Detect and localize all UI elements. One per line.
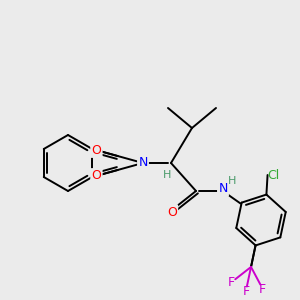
Text: N: N — [218, 182, 228, 196]
Text: O: O — [167, 206, 177, 218]
Text: N: N — [138, 157, 148, 169]
Text: Cl: Cl — [267, 169, 280, 182]
Text: F: F — [259, 283, 266, 296]
Text: O: O — [92, 144, 101, 157]
Text: H: H — [228, 176, 236, 186]
Text: H: H — [163, 170, 171, 180]
Text: F: F — [242, 285, 249, 298]
Text: O: O — [92, 169, 101, 182]
Text: F: F — [228, 276, 235, 289]
